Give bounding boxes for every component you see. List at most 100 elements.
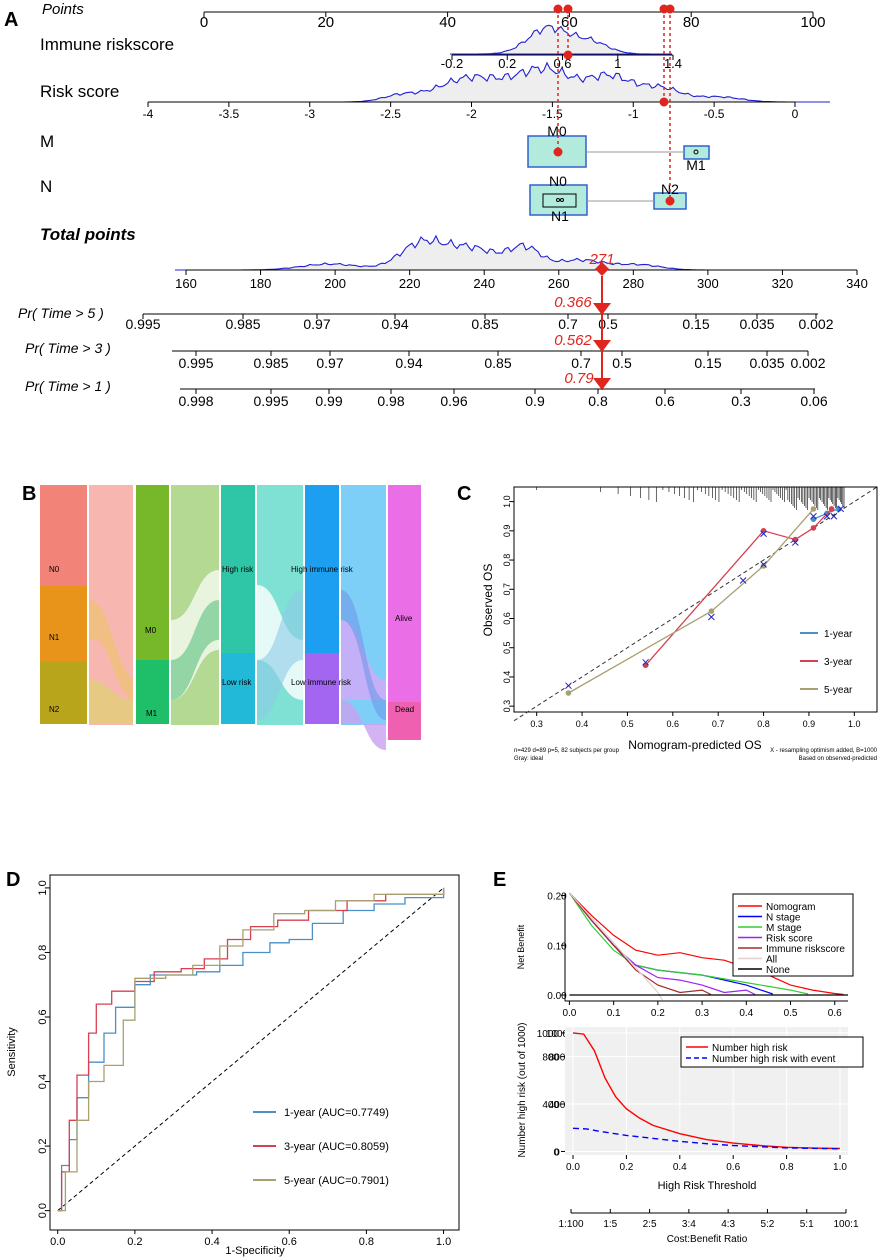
n0-box [529,184,588,216]
calib-frame [513,486,878,713]
points-tick-label: 40 [439,14,456,31]
total-points-tick-label: 280 [622,276,644,291]
dca-curve-0 [568,892,844,996]
pr3-label: Pr( Time > 3 ) [25,340,111,356]
impact-curve-0 [572,1032,841,1150]
impact-ytick-label: 800 [549,1053,566,1064]
dca-legend-label: Risk score [766,934,813,945]
impact-ylabel: Number high risk (out of 1000) [517,1022,528,1157]
calib-ytick-label: 0.3 [502,700,512,713]
calib-ytick-label: 0.8 [502,554,512,567]
calibration-panel: 0.3 0.4 0.5 0.6 0.7 0.8 0.9 1.0 0.3 0.4 0.5 0.6 0.7 0… [481,486,878,762]
dca-legend-label: Nomogram [766,902,815,913]
pr1-tick-label: 0.3 [731,393,751,409]
impact-xtick-label: 0.0 [566,1162,580,1173]
pr1-label: Pr( Time > 1 ) [25,378,111,394]
points-tick-label: 100 [800,14,825,31]
calib-note: Gray: ideal [514,756,543,762]
pr5-value: 0.366 [554,294,592,311]
risk-score-tick-label: -2.5 [380,107,401,121]
total-points-tick-label: 200 [324,276,346,291]
pr3-tick-label: 0.995 [178,355,213,371]
prediction-arrow [593,303,611,315]
dca-curve-4 [568,892,712,996]
impact-legend-label: Number high risk with event [712,1054,836,1065]
stratum-m1 [136,660,169,724]
calib-point [810,525,817,531]
dca-curve-5 [568,892,663,1001]
calib-cross [830,512,838,520]
total-points-tick-label: 180 [250,276,272,291]
impact-xlabel: High Risk Threshold [658,1180,757,1192]
roc-curve-3 [57,887,445,1212]
flow-dead [341,700,386,750]
dca-xtick-label: 0.4 [739,1008,753,1019]
points-label: Points [42,1,84,18]
label-low-immune-risk: Low immune risk [291,678,352,687]
risk-score-density [148,61,830,103]
risk-score-tick-label: -3.5 [219,107,240,121]
pr1-tick-label: 0.9 [525,393,545,409]
label-high-risk: High risk [222,565,254,574]
pr1-tick-label: 0.995 [253,393,288,409]
impact-curve-1 [572,1127,841,1150]
pr3-tick-label: 0.985 [253,355,288,371]
n1-level: N1 [551,208,569,224]
impact-ytick-text: 400 [542,1100,559,1111]
flow-m1 [171,600,219,700]
calib-xlabel: Nomogram-predicted OS [628,738,761,752]
pr3-tick-label: 0.85 [484,355,511,371]
roc-xtick-label: 1.0 [436,1236,451,1248]
immune-riskscore-label: Immune riskscore [40,35,174,54]
label-high-immune-risk: High immune risk [291,565,354,574]
stratum-low-immune [305,653,339,724]
dca-ytick-label: 0.00 [547,991,567,1002]
total-points-tick-label: 300 [697,276,719,291]
calib-line-3 [568,508,814,694]
roc-ytick-label: 1.0 [37,880,49,895]
dca-legend-label: Immune riskscore [766,944,845,955]
dca-legend-label: M stage [766,923,802,934]
label-dead: Dead [395,705,414,714]
impact-ytick-label: 1000 [546,1029,569,1040]
total-points-tick-label: 320 [772,276,794,291]
stratum-dead [388,702,421,740]
immune-riskscore-tick-label: 1.4 [664,56,682,71]
total-points-density [175,234,790,271]
total-points-tick-label: 220 [399,276,421,291]
calib-cross [565,682,572,690]
label-n1: N1 [49,633,60,642]
m-label: M [40,132,54,151]
calib-cross [642,658,649,666]
pr5-tick-label: 0.995 [125,316,160,332]
impact-xtick-label: 1.0 [833,1162,847,1173]
calib-point [810,516,817,522]
calib-xtick-label: 0.7 [712,719,725,729]
calib-point [642,662,649,669]
impact-legend-label: Number high risk [712,1043,789,1054]
risk-score-tick-label: -3 [304,107,315,121]
pr1-value: 0.79 [564,370,594,387]
dca-legend-label: N stage [766,913,801,924]
calib-cross [837,505,845,513]
pr1-tick-label: 0.06 [800,393,827,409]
stratum-high-immune [305,485,339,653]
flow-low-risk [257,590,303,720]
risk-score-tick-label: 0 [792,107,799,121]
dca-ytick-label: 0.20 [547,891,567,902]
roc-panel: 0.0 0.2 0.4 0.6 0.8 1.0 0.0 0.2 0.4 0.6 0.8 1.0 1-ye… [6,874,460,1257]
calib-point [708,608,715,614]
dca-xtick-label: 0.1 [607,1008,621,1019]
calib-xtick-label: 0.4 [576,719,589,729]
roc-ytick-label: 0.8 [37,945,49,960]
immune-riskscore-tick-label: 0.2 [498,56,516,71]
dca-legend-box [732,893,854,977]
dca-curve-2 [568,892,809,995]
pr5-tick-label: 0.97 [303,316,330,332]
label-low-risk: Low risk [222,678,252,687]
calib-ytick-label: 0.5 [502,641,512,654]
roc-xlabel: 1-Specificity [225,1245,285,1257]
calib-cross [791,539,799,546]
stratum-alive [388,485,421,702]
